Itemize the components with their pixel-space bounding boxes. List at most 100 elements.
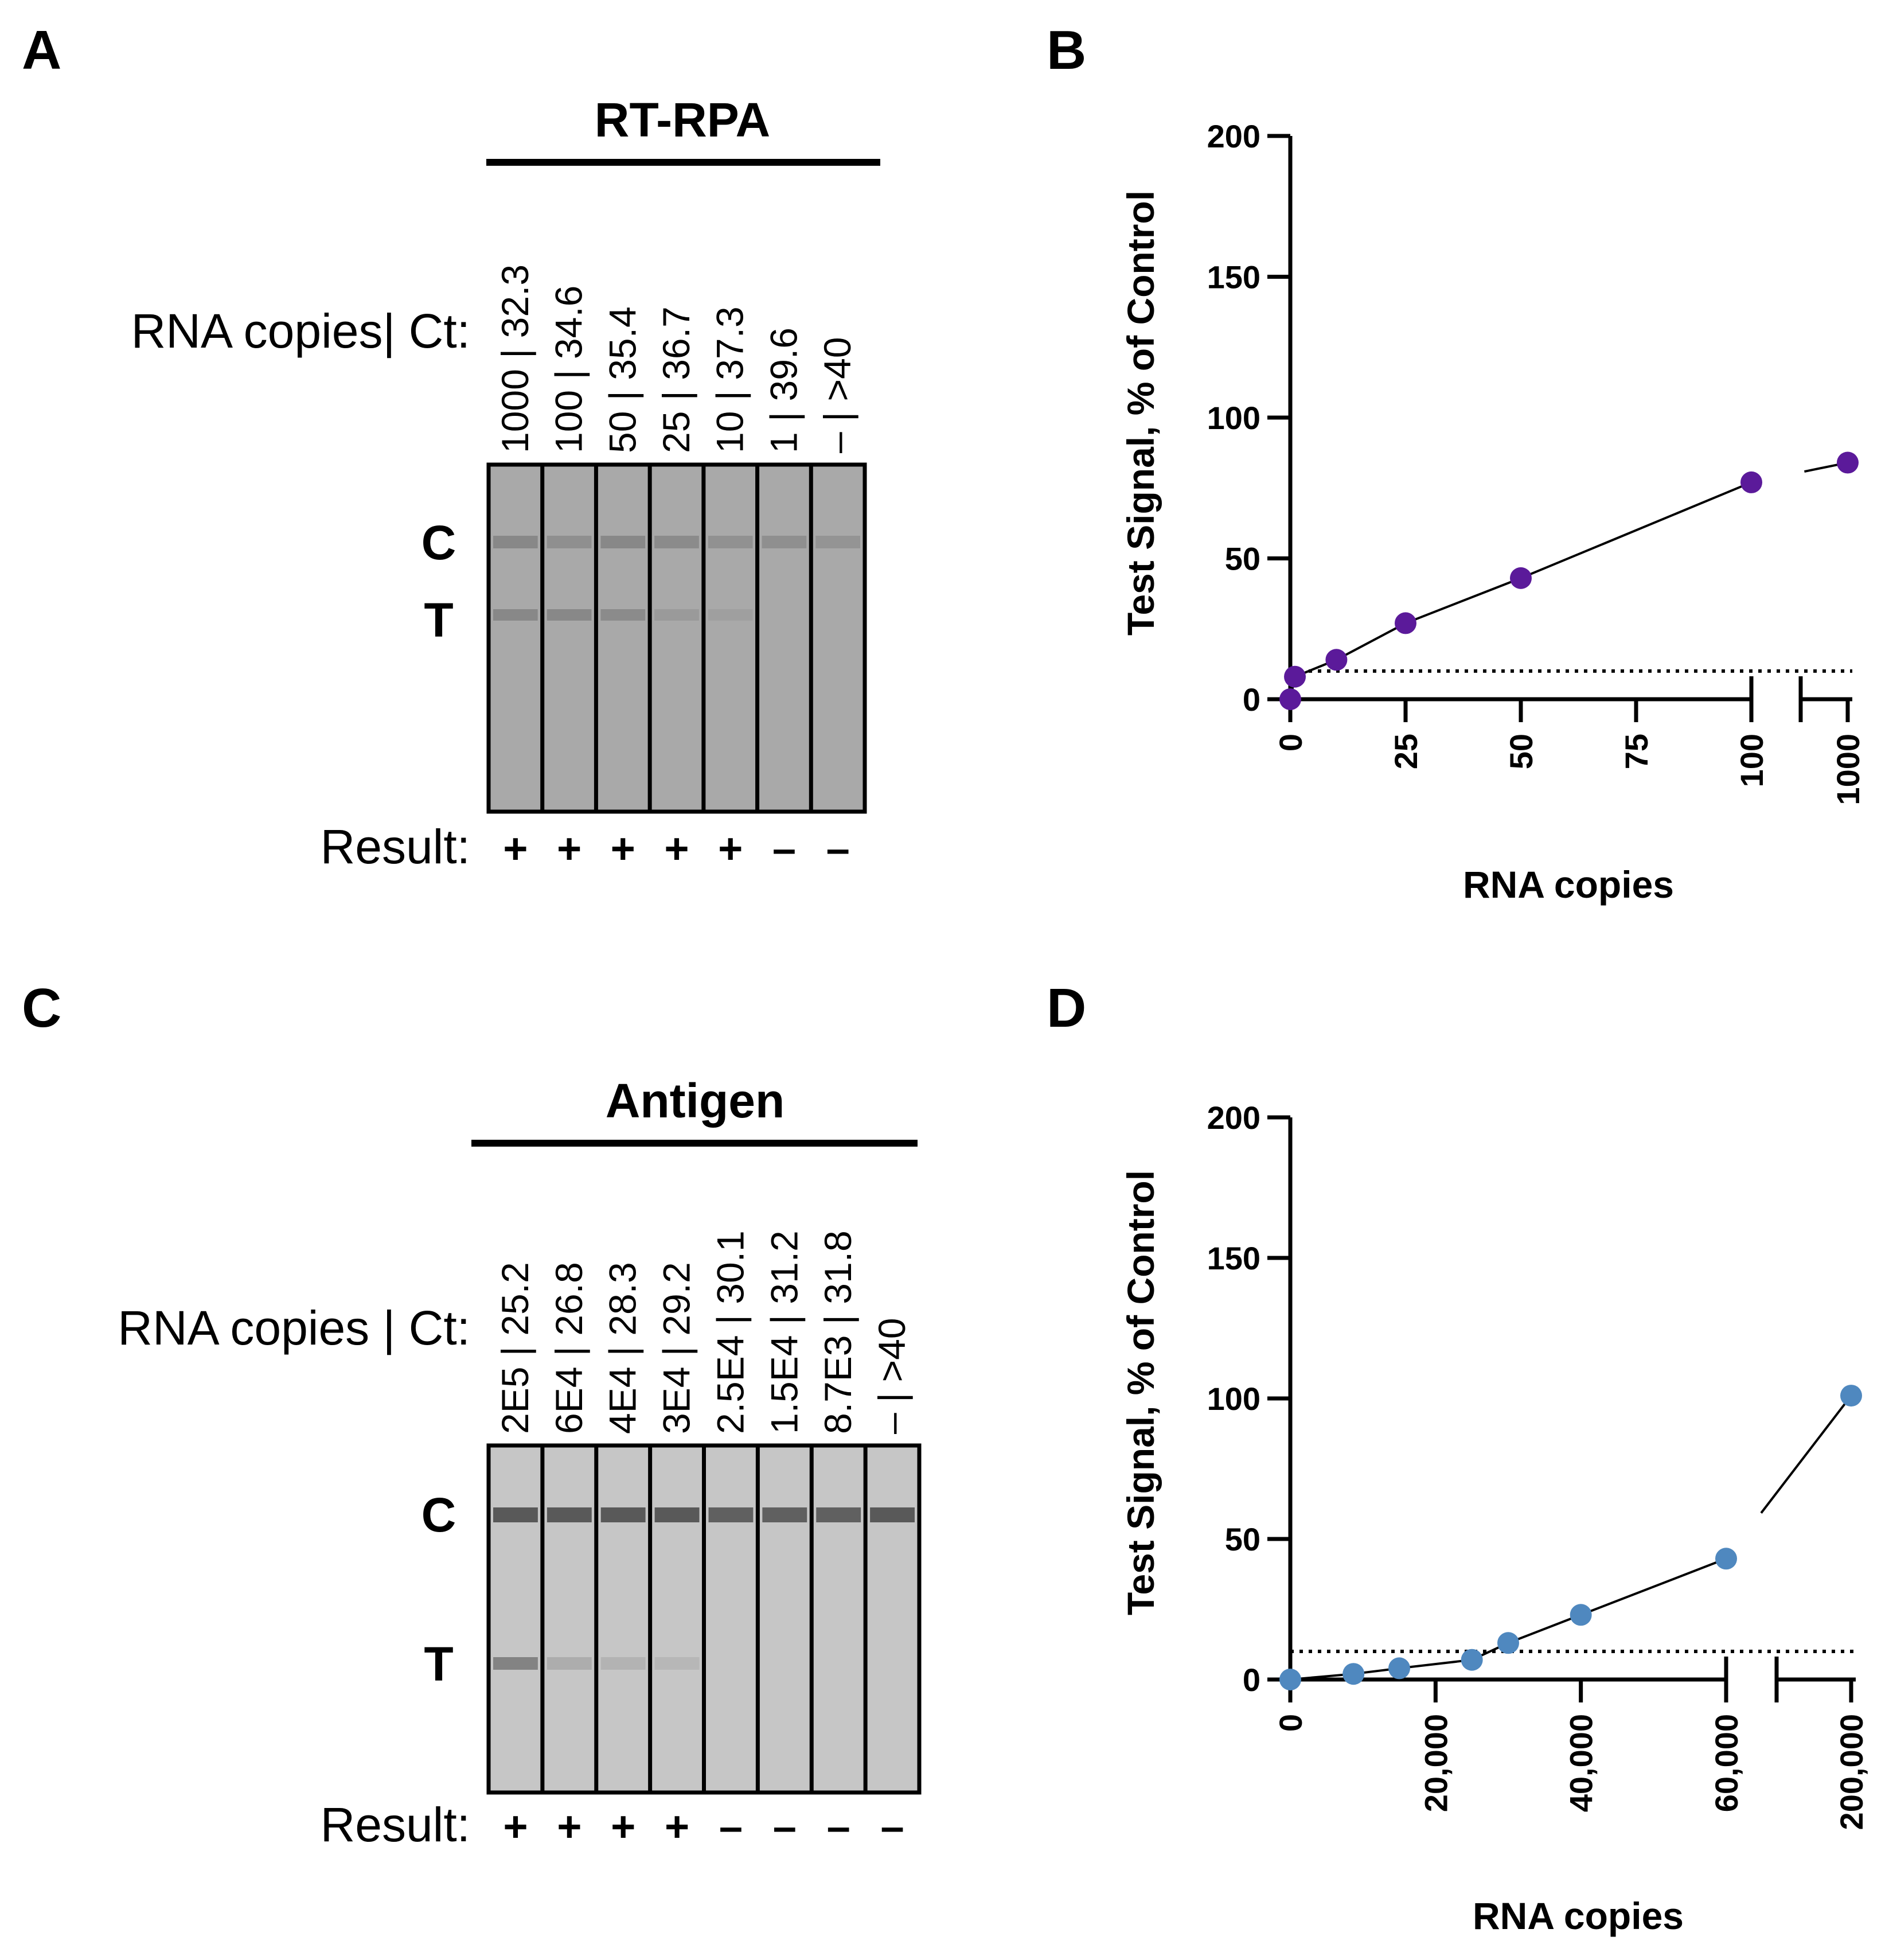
panel-a-control-band	[762, 536, 807, 548]
panel-c-results: + + + + – – – –	[503, 1803, 904, 1850]
panel-a-result: +	[557, 825, 581, 872]
panel-a-strip	[486, 462, 867, 814]
chart-d-plot: 0 50 100 150 200 0 20,000 40,000 60,000 200,000	[1207, 1100, 1870, 1830]
panel-a-control-band	[600, 536, 646, 548]
chart-b-data-point	[1740, 471, 1762, 493]
panel-c-test-band	[600, 1657, 646, 1670]
chart-b-data-point	[1284, 665, 1306, 688]
chart-d: D RNA copies Test Signal, % of Control 0…	[1047, 977, 1870, 1937]
panel-a-strip-frame	[486, 462, 867, 814]
chart-b-x-tick-label: 1000	[1830, 734, 1866, 805]
panel-letter-d: D	[1047, 977, 1086, 1039]
panel-a-result: –	[772, 825, 796, 872]
panel-c-lane-label: 4E4 | 28.3	[602, 1262, 644, 1434]
chart-b-series-line	[1405, 577, 1521, 625]
panel-c-band-c-label: C	[421, 1488, 456, 1542]
chart-b-y-tick-label: 200	[1207, 118, 1260, 154]
chart-d-data-point	[1388, 1657, 1410, 1680]
chart-b-data-point	[1837, 451, 1859, 474]
panel-a-lane-label: 50 | 35.4	[601, 306, 643, 453]
chart-b-y-tick-label: 100	[1207, 400, 1260, 436]
panel-c-lane-label: – | >40	[871, 1318, 913, 1434]
panel-c-result: –	[719, 1803, 743, 1850]
chart-d-data-point	[1840, 1385, 1862, 1407]
panel-a-control-band	[547, 536, 592, 548]
chart-b-series-line	[1804, 462, 1844, 473]
chart-d-data-point	[1570, 1604, 1592, 1626]
chart-b-x-tick-label: 100	[1734, 734, 1770, 787]
chart-b-x-tick-label: 25	[1388, 734, 1424, 769]
panel-c-control-band	[493, 1507, 538, 1522]
panel-c-band-t-label: T	[424, 1637, 453, 1691]
panel-c-test-band	[493, 1657, 538, 1670]
chart-d-y-tick-label: 50	[1225, 1521, 1260, 1557]
panel-c-lane-label: 3E4 | 29.2	[655, 1262, 698, 1434]
panel-c-test-band	[654, 1657, 700, 1670]
panel-c-control-band	[547, 1507, 592, 1522]
panel-a-lateral-flow: A RT-RPA RNA copies| Ct: 1000 | 32.3 100 …	[22, 20, 880, 874]
panel-a-strip-background	[489, 465, 865, 812]
chart-d-data-point	[1342, 1663, 1365, 1685]
chart-d-series-line	[1580, 1557, 1727, 1616]
panel-a-test-band	[547, 609, 592, 621]
chart-b-x-tick-label: 0	[1273, 734, 1309, 751]
chart-d-series-line	[1399, 1658, 1472, 1670]
panel-c-result: –	[880, 1803, 904, 1850]
panel-c-lateral-flow: C Antigen RNA copies | Ct: 2E5 | 25.2 6E4…	[22, 977, 922, 1852]
chart-d-series-line	[1508, 1614, 1582, 1645]
panel-a-band-t-label: T	[424, 593, 453, 647]
panel-a-control-band	[493, 536, 538, 548]
panel-c-lane-label: 6E4 | 26.8	[548, 1262, 590, 1434]
panel-c-row-label: RNA copies | Ct:	[118, 1301, 470, 1355]
panel-letter-b: B	[1047, 20, 1086, 81]
chart-d-y-tick-label: 100	[1207, 1381, 1260, 1417]
panel-a-lane-label: 100 | 34.6	[548, 286, 590, 453]
panel-c-result: +	[557, 1803, 581, 1850]
chart-b-data-point	[1510, 567, 1532, 589]
panel-a-lane-label: 1 | 39.6	[762, 328, 805, 453]
panel-a-test-band	[708, 609, 753, 621]
chart-d-y-axis-label: Test Signal, % of Control	[1119, 1170, 1162, 1615]
panel-a-control-band	[708, 536, 753, 548]
panel-c-lane-label: 1.5E4 | 31.2	[763, 1230, 805, 1434]
chart-d-data-point	[1461, 1649, 1483, 1671]
chart-b-data-point	[1325, 649, 1348, 671]
panel-a-result: +	[611, 825, 635, 872]
panel-a-lane-label: – | >40	[816, 337, 858, 453]
chart-b-series-line	[1336, 622, 1406, 661]
panel-a-row-label: RNA copies| Ct:	[131, 304, 470, 358]
panel-c-result: +	[503, 1803, 528, 1850]
chart-d-data-point	[1279, 1669, 1301, 1690]
chart-b-y-axis-label: Test Signal, % of Control	[1119, 190, 1162, 636]
panel-a-result: +	[503, 825, 528, 872]
chart-b-plot: 0 50 100 150 200 0 25 50 75 100 1000	[1207, 118, 1866, 805]
panel-a-lane-labels: 1000 | 32.3 100 | 34.6 50 | 35.4 25 | 36.7 1…	[494, 264, 858, 453]
panel-c-strip-frame	[486, 1443, 922, 1795]
panel-c-result-label: Result:	[321, 1798, 470, 1852]
chart-d-x-tick-label: 20,000	[1418, 1714, 1454, 1812]
panel-c-result: +	[665, 1803, 689, 1850]
panel-letter-a: A	[22, 20, 61, 81]
panel-a-header: RT-RPA	[595, 93, 770, 147]
panel-a-test-band	[493, 609, 538, 621]
panel-a-band-c-label: C	[421, 516, 456, 570]
panel-c-lane-labels: 2E5 | 25.2 6E4 | 26.8 4E4 | 28.3 3E4 | 29.2…	[494, 1230, 913, 1434]
chart-b-series-line	[1520, 481, 1752, 579]
chart-b-y-tick-label: 0	[1243, 681, 1260, 718]
panel-c-strip	[486, 1443, 922, 1795]
panel-c-lane-label: 2.5E4 | 30.1	[709, 1230, 751, 1434]
chart-d-data-point	[1497, 1632, 1519, 1654]
panel-a-lane-label: 10 | 37.3	[709, 306, 751, 453]
panel-c-result: +	[611, 1803, 635, 1850]
chart-b-data-point	[1279, 688, 1301, 710]
panel-c-control-band	[870, 1507, 915, 1522]
panel-c-control-band	[600, 1507, 646, 1522]
chart-b-x-tick-label: 75	[1618, 734, 1654, 769]
panel-c-control-band	[762, 1507, 807, 1522]
panel-c-lane-label: 2E5 | 25.2	[494, 1262, 536, 1434]
panel-c-control-band	[708, 1507, 754, 1522]
panel-c-lane-label: 8.7E3 | 31.8	[817, 1230, 859, 1434]
panel-a-lane-label: 1000 | 32.3	[494, 264, 536, 453]
chart-d-x-axis-label: RNA copies	[1473, 1895, 1684, 1937]
panel-c-result: –	[773, 1803, 797, 1850]
